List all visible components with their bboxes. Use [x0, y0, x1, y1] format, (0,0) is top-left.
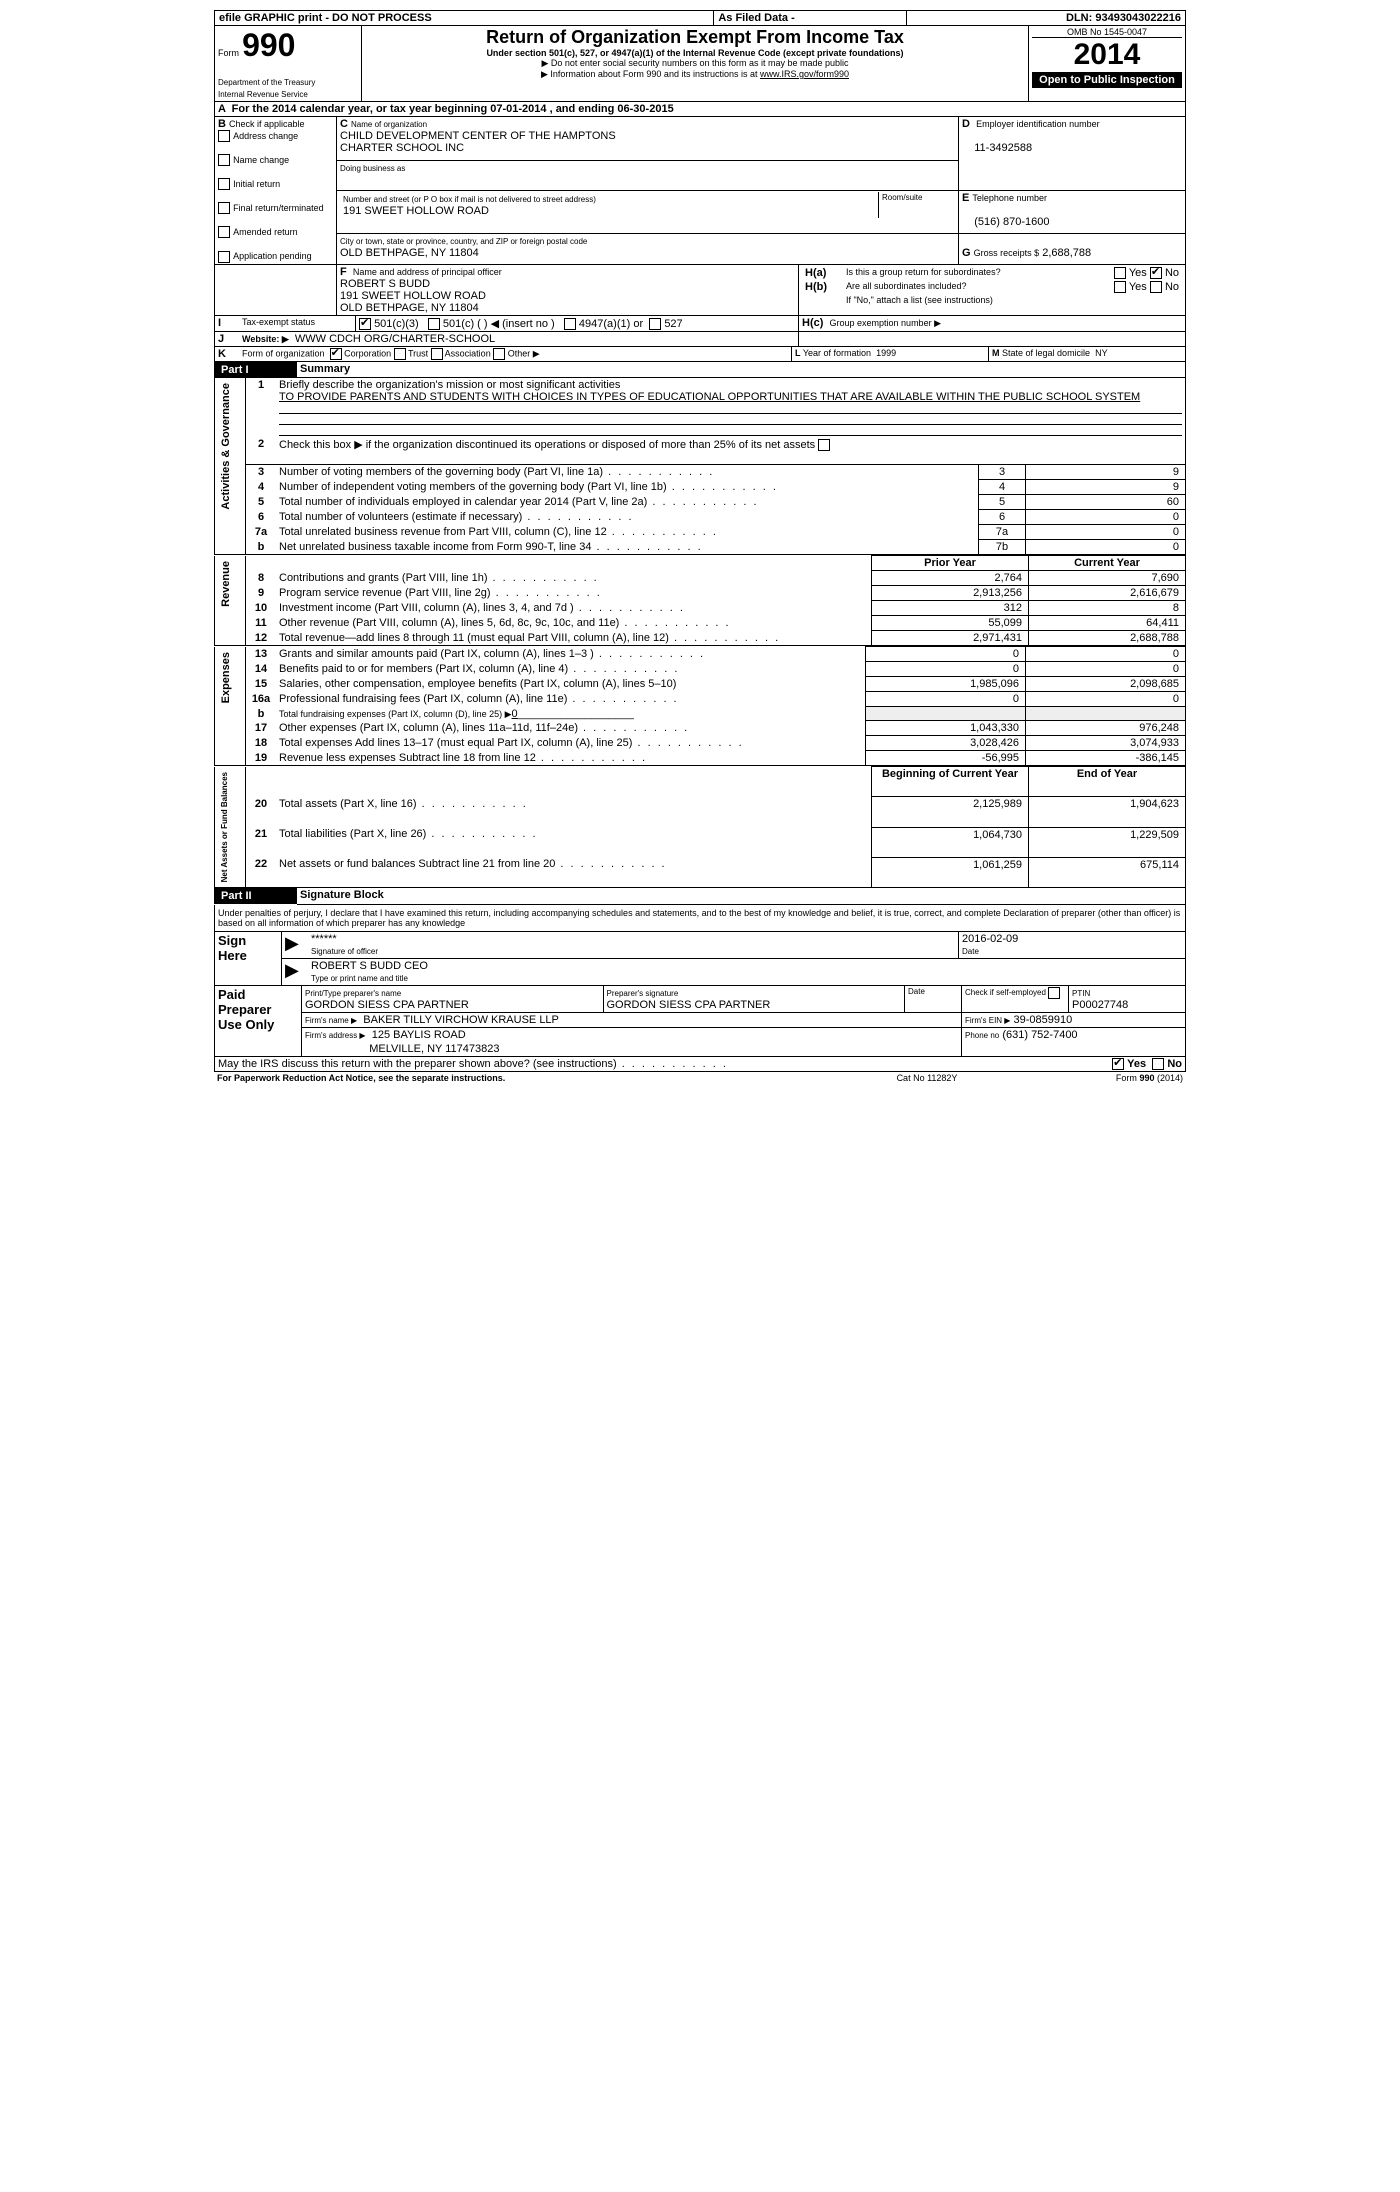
cb-501c3[interactable] [359, 318, 371, 330]
cb-501c[interactable] [428, 318, 440, 330]
form-label: Form [218, 48, 239, 58]
omb: OMB No 1545-0047 [1032, 27, 1182, 38]
dln-value: 93493043022216 [1095, 12, 1181, 24]
phone: (516) 870-1600 [974, 216, 1049, 228]
cb-527[interactable] [649, 318, 661, 330]
cb-discuss-yes[interactable] [1112, 1058, 1124, 1070]
header-block: Form 990 Department of the Treasury Inte… [214, 26, 1186, 102]
cb-hb-no[interactable] [1150, 281, 1162, 293]
city: OLD BETHPAGE, NY 11804 [340, 247, 479, 259]
note1: ▶ Do not enter social security numbers o… [365, 58, 1025, 69]
cb-hb-yes[interactable] [1114, 281, 1126, 293]
cb-discuss-no[interactable] [1152, 1058, 1164, 1070]
cb-pending[interactable] [218, 251, 230, 263]
form-number: 990 [242, 27, 295, 63]
cb-address-change[interactable] [218, 130, 230, 142]
cb-assoc[interactable] [431, 348, 443, 360]
form-subtitle: Under section 501(c), 527, or 4947(a)(1)… [365, 48, 1025, 58]
part1-label: Part I [215, 362, 298, 378]
form-title: Return of Organization Exempt From Incom… [365, 27, 1025, 48]
street: 191 SWEET HOLLOW ROAD [343, 205, 489, 217]
cb-discontinued[interactable] [818, 439, 830, 451]
dept: Department of the Treasury [218, 78, 315, 87]
part2-title: Signature Block [297, 888, 1186, 904]
cb-amended[interactable] [218, 226, 230, 238]
cb-trust[interactable] [394, 348, 406, 360]
inspection: Open to Public Inspection [1032, 72, 1182, 88]
officer-group: F Name and address of principal officer … [214, 265, 1186, 316]
cb-4947[interactable] [564, 318, 576, 330]
tax-year: 2014 [1032, 38, 1182, 72]
cb-corp[interactable] [330, 348, 342, 360]
dln-label: DLN: [1066, 12, 1092, 24]
net-assets-section: Net Assets or Fund Balances Beginning of… [214, 766, 1186, 888]
row-a: A For the 2014 calendar year, or tax yea… [215, 102, 1186, 117]
perjury: Under penalties of perjury, I declare th… [214, 905, 1186, 932]
revenue-section: Revenue Prior Year Current Year 8Contrib… [214, 555, 1186, 646]
pra-notice: For Paperwork Reduction Act Notice, see … [214, 1072, 824, 1084]
irs: Internal Revenue Service [218, 90, 308, 99]
gross: 2,688,788 [1042, 247, 1091, 259]
mission: TO PROVIDE PARENTS AND STUDENTS WITH CHO… [279, 391, 1140, 403]
top-strip: efile GRAPHIC print - DO NOT PROCESS As … [214, 10, 1186, 26]
cb-ha-yes[interactable] [1114, 267, 1126, 279]
cb-self-employed[interactable] [1048, 987, 1060, 999]
expenses-section: Expenses 13Grants and similar amounts pa… [214, 646, 1186, 766]
part1-title: Summary [297, 362, 1186, 378]
cb-other[interactable] [493, 348, 505, 360]
org-name1: CHILD DEVELOPMENT CENTER OF THE HAMPTONS [340, 130, 616, 142]
as-filed: As Filed Data - [714, 11, 906, 26]
sign-here: Sign Here ▶ ******Signature of officer 2… [214, 932, 1186, 986]
cb-name-change[interactable] [218, 154, 230, 166]
org-name2: CHARTER SCHOOL INC [340, 142, 464, 154]
ein: 11-3492588 [974, 142, 1032, 154]
cb-final[interactable] [218, 202, 230, 214]
activities-governance: Activities & Governance 1 Briefly descri… [214, 378, 1186, 555]
note2: ▶ Information about Form 990 and its ins… [541, 69, 760, 79]
part2-label: Part II [215, 888, 298, 904]
website: WWW CDCH ORG/CHARTER-SCHOOL [295, 333, 495, 345]
paid-preparer: Paid Preparer Use Only Print/Type prepar… [214, 986, 1186, 1057]
form-990: efile GRAPHIC print - DO NOT PROCESS As … [214, 10, 1186, 1084]
cb-ha-no[interactable] [1150, 267, 1162, 279]
org-info: B Check if applicable Address change Nam… [214, 117, 1186, 265]
cat-no: Cat No 11282Y [824, 1072, 1030, 1084]
irs-link[interactable]: www.IRS.gov/form990 [760, 69, 849, 79]
efile-notice: efile GRAPHIC print - DO NOT PROCESS [215, 11, 714, 26]
cb-initial[interactable] [218, 178, 230, 190]
